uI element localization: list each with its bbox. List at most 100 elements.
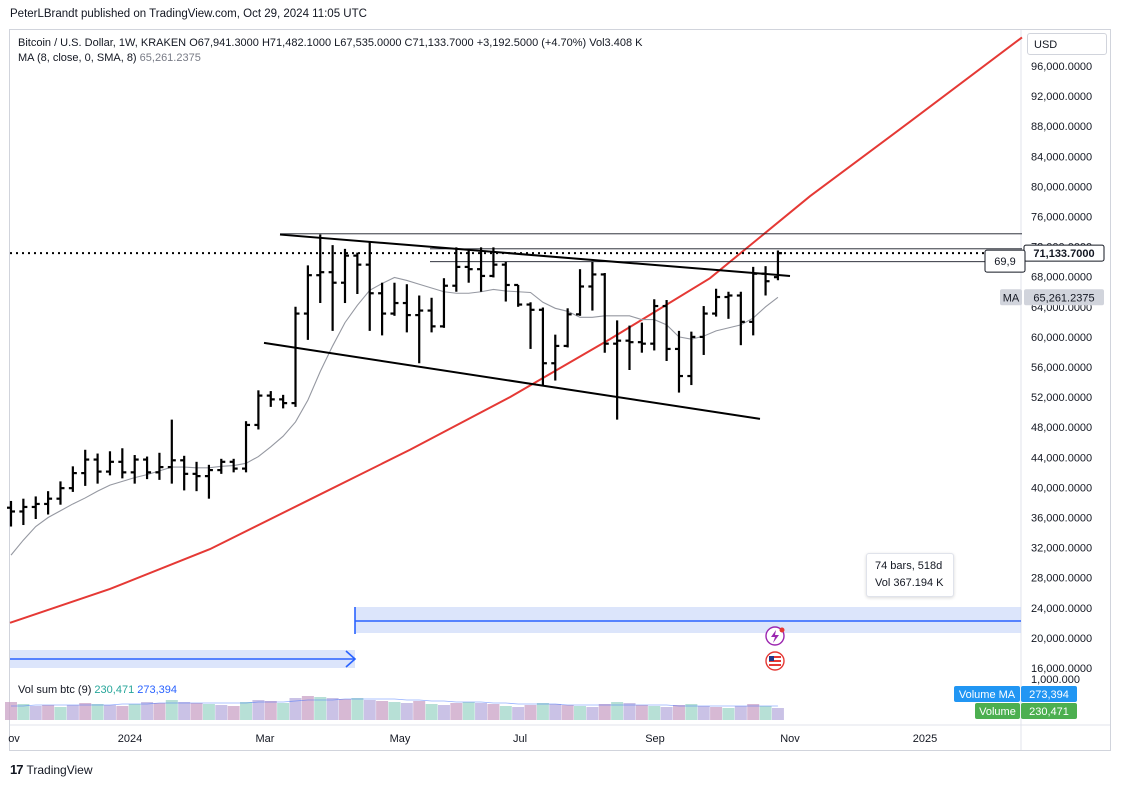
x-tick-label: Sep	[645, 733, 665, 745]
volume-bar	[42, 705, 55, 720]
volume-bar	[264, 701, 277, 720]
ohlc-bar	[303, 265, 312, 340]
ohlc-bar	[19, 498, 28, 526]
volume-bar	[574, 706, 587, 720]
parabolic-curve	[9, 36, 1023, 624]
ohlc-bar	[204, 464, 213, 499]
ohlc-bar	[477, 247, 486, 292]
ohlc-bar	[266, 391, 275, 407]
range-box-upper	[355, 607, 1021, 633]
ohlc-bar	[378, 282, 387, 336]
volume-ma-value-badge: 273,394	[1021, 686, 1077, 702]
volume-bar	[314, 697, 327, 720]
symbol-line: Bitcoin / U.S. Dollar, 1W, KRAKEN	[18, 37, 187, 49]
y-tick-label: 36,000.0000	[1031, 513, 1092, 525]
volume-bar	[672, 705, 685, 720]
ma-tag-badge-text: MA	[1003, 292, 1020, 304]
ohlc-bar	[105, 451, 114, 476]
us-flag-event-icon	[765, 651, 785, 671]
volume-legend-value: 230,471	[94, 684, 135, 696]
volume-bar	[734, 706, 747, 720]
ohlc-bar	[439, 278, 448, 328]
y-tick-label: 44,000.0000	[1031, 452, 1092, 464]
ohlc-change: +3,192.5000 (+4.70%)	[476, 37, 587, 49]
volume-bar	[17, 704, 30, 720]
volume-bar	[66, 705, 79, 720]
ohlc-bar	[155, 452, 164, 480]
x-tick-label: Jul	[513, 733, 527, 745]
ma-price-badge-bg	[1024, 289, 1104, 306]
ma-tag-badge-bg	[1000, 289, 1022, 306]
x-tick-label: 2025	[913, 733, 937, 745]
tooltip-bars: 74 bars, 518d	[875, 560, 943, 572]
ohlc-bar	[613, 320, 622, 420]
volume-bar	[227, 706, 240, 720]
ohlc-bar	[353, 252, 362, 295]
x-tick-label: Nov	[780, 733, 800, 745]
ohlc-bar	[81, 449, 90, 486]
partial-price-badge-bg	[984, 249, 1026, 273]
ohlc-bar	[526, 302, 535, 349]
last-price-badge: 71,133.7000	[1023, 244, 1105, 262]
ohlc-bar	[118, 448, 127, 479]
ohlc-bar	[687, 331, 696, 386]
volume-bar	[425, 704, 438, 720]
range-tooltip: 74 bars, 518d Vol 367.194 K	[866, 553, 954, 597]
volume-bar	[79, 703, 92, 720]
volume-bar	[710, 707, 723, 720]
ohlc-bar	[736, 291, 745, 346]
volume-value-badge-bg	[1021, 703, 1077, 719]
partial-price-badge: 69,9	[984, 249, 1026, 273]
volume-bar	[549, 704, 562, 720]
flag-white-stripe	[769, 662, 781, 664]
y-tick-label: 52,000.0000	[1031, 392, 1092, 404]
volume-value-badge: 230,471	[1021, 703, 1077, 719]
volume-bar	[103, 705, 116, 720]
y-tick-label: 96,000.0000	[1031, 61, 1092, 73]
flag-canton	[769, 656, 774, 661]
volume-bar	[623, 703, 636, 720]
ohlc-bar	[415, 295, 424, 364]
volume-bar	[648, 706, 661, 720]
ma-price-badge-text: 65,261.2375	[1033, 292, 1094, 304]
y-tick-label: 80,000.0000	[1031, 181, 1092, 193]
ohlc-bar	[44, 491, 53, 515]
ohlc-high: H71,482.1000	[261, 37, 332, 49]
ohlc-bar	[576, 269, 585, 316]
ma-tag-badge: MA	[1000, 289, 1022, 306]
volume-bar	[611, 702, 624, 720]
y-tick-label: 60,000.0000	[1031, 332, 1092, 344]
tradingview-logo-icon: 17	[10, 762, 24, 777]
y-tick-label: 76,000.0000	[1031, 212, 1092, 224]
lightning-notify-dot	[779, 627, 785, 633]
ohlc-volume: Vol3.408 K	[589, 37, 643, 49]
ohlc-bar	[68, 466, 77, 492]
volume-bar	[598, 704, 611, 720]
ohlc-bar	[650, 299, 659, 351]
ohlc-bar	[563, 308, 572, 348]
ohlc-bar	[712, 288, 721, 317]
ohlc-bar	[600, 272, 609, 353]
x-tick-label: May	[390, 733, 411, 745]
volume-legend-label: Vol sum btc (9)	[18, 684, 92, 696]
x-tick-label: ov	[8, 733, 20, 745]
y-tick-label: 40,000.0000	[1031, 482, 1092, 494]
volume-bar	[153, 703, 166, 720]
volume-tag-bg	[975, 703, 1020, 719]
volume-bar	[215, 705, 228, 720]
ohlc-bar	[427, 297, 436, 333]
volume-bar	[252, 700, 265, 720]
ohlc-bar	[588, 261, 597, 311]
volume-ma-tag: Volume MA	[954, 686, 1020, 702]
ohlc-close: C71,133.7000	[404, 37, 474, 49]
volume-bar	[326, 698, 339, 720]
ohlc-bar	[56, 481, 65, 505]
volume-bar	[190, 703, 203, 720]
volume-bar	[561, 705, 574, 720]
chart-frame[interactable]	[9, 29, 1111, 751]
ohlc-bar	[501, 261, 510, 302]
currency-button[interactable]: USD	[1027, 33, 1107, 55]
ohlc-bar	[724, 291, 733, 319]
range-arrow-icon	[345, 650, 357, 668]
